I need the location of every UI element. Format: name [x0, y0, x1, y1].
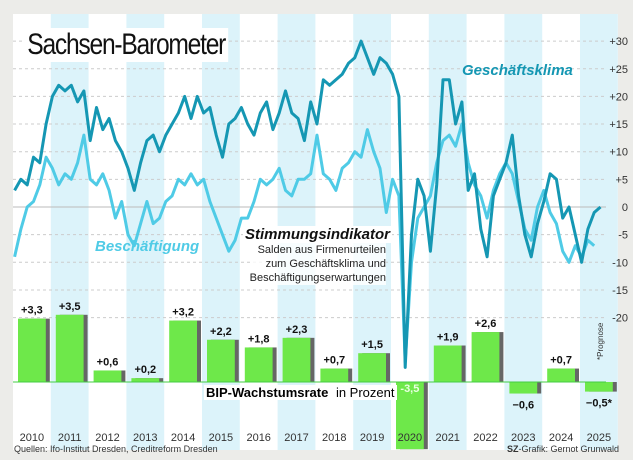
bar: [509, 382, 538, 394]
stimmung-line-1: Salden aus Firmenurteilen: [257, 244, 386, 256]
credit: -Grafik: Gernot Grunwald: [518, 444, 619, 454]
stimmung-subtitle: Salden aus Firmenurteilen zum Geschäftsk…: [249, 243, 386, 285]
x-tick-label: 2020: [398, 432, 422, 444]
bip-label: BIP-Wachstumsrate in Prozent: [204, 385, 397, 400]
x-tick-label: 2023: [511, 432, 535, 444]
bar: [207, 339, 235, 382]
series-label-beschaeftigung: Beschäftigung: [95, 238, 200, 255]
x-tick-label: 2017: [284, 432, 308, 444]
bar-value-label: +3,2: [172, 307, 194, 319]
bip-unit: in Prozent: [335, 385, 395, 400]
y-tick-label: -10: [612, 257, 628, 269]
bar-value-label: +1,9: [437, 332, 459, 344]
bar: [396, 382, 424, 450]
bar-value-label: −0,5*: [586, 398, 613, 410]
x-tick-label: 2010: [20, 432, 44, 444]
y-tick-label: -5: [618, 230, 628, 242]
bar-value-label: -3,5: [400, 383, 419, 395]
bar: [471, 332, 500, 382]
bar: [358, 353, 386, 382]
x-tick-label: 2019: [360, 432, 384, 444]
y-tick-label: +5: [615, 174, 628, 186]
bar-value-label: −0,6: [512, 400, 534, 412]
bar: [433, 345, 462, 382]
year-band-shade: [50, 14, 89, 450]
credit-brand: SZ: [506, 444, 519, 454]
bar: [169, 320, 197, 382]
bar: [547, 368, 575, 382]
bar-value-label: +0,2: [134, 364, 156, 376]
series-line-beschaeftigung: [13, 122, 596, 364]
y-tick-label: -20: [612, 313, 628, 325]
year-band-shade: [126, 14, 165, 450]
bar-value-label: +0,7: [323, 355, 345, 367]
bar: [244, 347, 273, 382]
x-tick-label: 2016: [246, 432, 270, 444]
x-tick-label: 2018: [322, 432, 346, 444]
x-tick-label: 2011: [58, 432, 82, 444]
bar: [18, 318, 46, 382]
y-tick-label: +10: [609, 147, 628, 159]
bar: [93, 370, 122, 382]
y-tick-label: +25: [609, 64, 628, 76]
series-line-geschaeftsklima: [13, 39, 602, 369]
bar: [320, 368, 349, 382]
bar-value-label: +3,3: [21, 305, 43, 317]
y-tick-label: 0: [622, 202, 628, 214]
bar: [55, 314, 84, 382]
bip-title: BIP-Wachstumsrate: [206, 385, 329, 400]
x-tick-label: 2022: [473, 432, 497, 444]
bar-value-label: +3,5: [59, 301, 81, 313]
prognose-note: *Prognose: [596, 322, 605, 360]
y-tick-label: -15: [612, 285, 628, 297]
x-tick-label: 2015: [209, 432, 233, 444]
bar: [131, 378, 160, 382]
y-tick-label: +20: [609, 91, 628, 103]
stimmung-title: Stimmungsindikator: [243, 226, 393, 243]
stimmung-line-3: Beschäftigungserwartungen: [249, 272, 386, 284]
x-tick-label: 2024: [549, 432, 573, 444]
bar-value-label: +2,6: [475, 318, 497, 330]
y-tick-label: +30: [609, 36, 628, 48]
bar: [585, 382, 613, 392]
bar: [282, 337, 311, 382]
series-label-geschaeftsklima: Geschäftsklima: [462, 62, 573, 79]
x-tick-label: 2025: [587, 432, 611, 444]
bar-value-label: +0,7: [550, 355, 572, 367]
chart-title: Sachsen-Barometer: [24, 28, 229, 62]
bar-value-label: +1,8: [248, 333, 270, 345]
x-tick-label: 2014: [171, 432, 195, 444]
bar-value-label: +2,2: [210, 326, 232, 338]
x-tick-label: 2021: [435, 432, 459, 444]
y-tick-label: +15: [609, 119, 628, 131]
x-tick-label: 2013: [133, 432, 157, 444]
stimmung-line-2: zum Geschäftsklima und: [265, 258, 386, 270]
bar-value-label: +0,6: [97, 356, 119, 368]
bar-value-label: +1,5: [361, 339, 383, 351]
bar-value-label: +2,3: [286, 324, 308, 336]
x-tick-label: 2012: [95, 432, 119, 444]
sources: Quellen: Ifo-Institut Dresden, Creditref…: [14, 444, 218, 454]
